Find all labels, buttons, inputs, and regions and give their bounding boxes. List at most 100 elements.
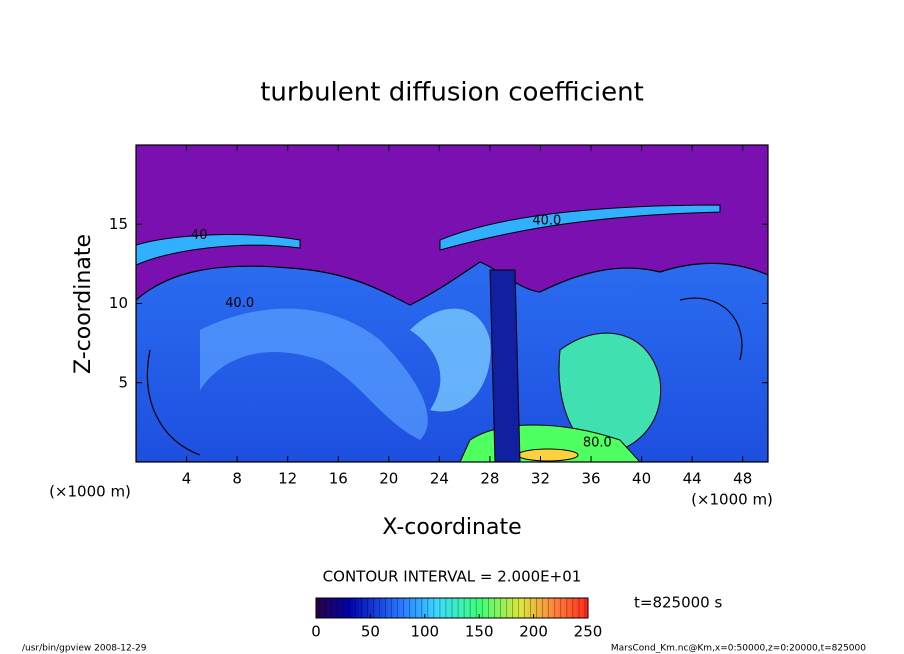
footer-left: /usr/bin/gpview 2008-12-29 <box>22 644 147 654</box>
colorbar-stripe <box>412 598 417 618</box>
colorbar-stripe <box>379 598 383 618</box>
colorbar-stripe <box>403 598 407 618</box>
field-swirl <box>410 308 491 412</box>
colorbar-stripe <box>448 598 453 618</box>
y-tick-label: 15 <box>109 215 128 233</box>
chart-title: turbulent diffusion coefficient <box>260 78 644 108</box>
colorbar-stripe <box>524 598 528 618</box>
y-axis-title: Z-coordinate <box>71 234 96 374</box>
colorbar-stripe <box>382 598 386 618</box>
x-tick-label: 12 <box>278 470 297 488</box>
x-tick-label: 36 <box>581 470 600 488</box>
field-contour <box>679 297 743 361</box>
colorbar-stripe <box>355 598 359 618</box>
colorbar-stripe <box>473 598 477 618</box>
x-tick-label: 32 <box>531 470 550 488</box>
colorbar-stripe <box>455 598 459 618</box>
colorbar-stripe <box>575 598 580 618</box>
colorbar-stripe <box>325 598 329 618</box>
colorbar-stripe <box>464 598 468 618</box>
contour-label: 40.0 <box>225 296 254 311</box>
x-tick-label: 24 <box>430 470 449 488</box>
colorbar-tick-label: 100 <box>410 623 439 641</box>
field-filament <box>136 234 301 266</box>
colorbar-stripe <box>476 598 480 618</box>
contour-label: 40.0 <box>532 214 561 229</box>
colorbar-stripe <box>572 598 577 618</box>
colorbar-stripe <box>503 598 507 618</box>
colorbar-stripe <box>430 598 435 618</box>
colorbar-stripe <box>530 598 534 618</box>
colorbar-stripe <box>427 598 432 618</box>
x-tick-label: 4 <box>182 470 192 488</box>
field-filament <box>439 204 721 251</box>
colorbar-stripe <box>458 598 462 618</box>
colorbar-frame <box>315 597 589 619</box>
colorbar-stripe <box>578 598 583 618</box>
colorbar-stripe <box>545 598 550 618</box>
colorbar-stripe <box>515 598 519 618</box>
colorbar-stripe <box>352 598 356 618</box>
contour-label: 80.0 <box>583 435 612 450</box>
field-swirl <box>200 308 428 440</box>
colorbar-stripe <box>364 598 368 618</box>
colorbar-stripe <box>509 598 513 618</box>
colorbar-stripe <box>418 598 423 618</box>
colorbar-stripe <box>554 598 559 618</box>
field-contour <box>146 349 201 456</box>
colorbar-stripe <box>424 598 429 618</box>
colorbar-stripe <box>394 598 398 618</box>
y-tick-label: 10 <box>109 294 128 312</box>
colorbar-stripe <box>470 598 474 618</box>
colorbar-stripe <box>563 598 568 618</box>
colorbar-stripe <box>337 598 341 618</box>
footer-right: MarsCond_Km.nc@Km,x=0:50000,z=0:20000,t=… <box>611 644 866 654</box>
colorbar-stripe <box>482 598 486 618</box>
colorbar-stripe <box>376 598 380 618</box>
colorbar-stripe <box>548 598 553 618</box>
contour-interval: CONTOUR INTERVAL = 2.000E+01 <box>323 568 582 586</box>
colorbar-stripe <box>367 598 371 618</box>
colorbar-stripe <box>334 598 338 618</box>
colorbar-stripe <box>445 598 450 618</box>
x-tick-label: 16 <box>329 470 348 488</box>
colorbar-stripe <box>385 598 389 618</box>
colorbar-stripe <box>521 598 525 618</box>
y-unit: (×1000 m) <box>49 483 131 501</box>
colorbar-stripe <box>485 598 489 618</box>
colorbar-tick-label: 250 <box>574 623 603 641</box>
colorbar-stripe <box>358 598 362 618</box>
colorbar-stripe <box>316 598 320 618</box>
colorbar-stripe <box>415 598 420 618</box>
colorbar-stripe <box>373 598 377 618</box>
colorbar-stripe <box>361 598 365 618</box>
y-tick-label: 5 <box>118 373 128 391</box>
colorbar-stripe <box>542 598 546 618</box>
x-tick-label: 44 <box>683 470 702 488</box>
colorbar-stripe <box>400 598 404 618</box>
field-core <box>517 448 579 462</box>
x-tick-label: 8 <box>232 470 242 488</box>
colorbar-stripe <box>388 598 392 618</box>
colorbar-stripe <box>494 598 498 618</box>
field-swirl <box>558 332 662 456</box>
x-axis-title: X-coordinate <box>382 515 521 540</box>
x-tick-label: 28 <box>480 470 499 488</box>
colorbar-stripe <box>346 598 350 618</box>
colorbar-stripe <box>527 598 531 618</box>
colorbar-stripe <box>479 598 483 618</box>
field-plume <box>489 269 521 462</box>
colorbar-stripe <box>331 598 335 618</box>
colorbar-tick-label: 200 <box>519 623 548 641</box>
colorbar-stripe <box>557 598 562 618</box>
colorbar-stripe <box>518 598 522 618</box>
x-tick-label: 48 <box>733 470 752 488</box>
colorbar-stripe <box>343 598 347 618</box>
colorbar-stripe <box>322 598 326 618</box>
colorbar-stripe <box>340 598 344 618</box>
colorbar-stripe <box>391 598 395 618</box>
contour-label: 40 <box>191 228 208 243</box>
colorbar-stripe <box>551 598 556 618</box>
